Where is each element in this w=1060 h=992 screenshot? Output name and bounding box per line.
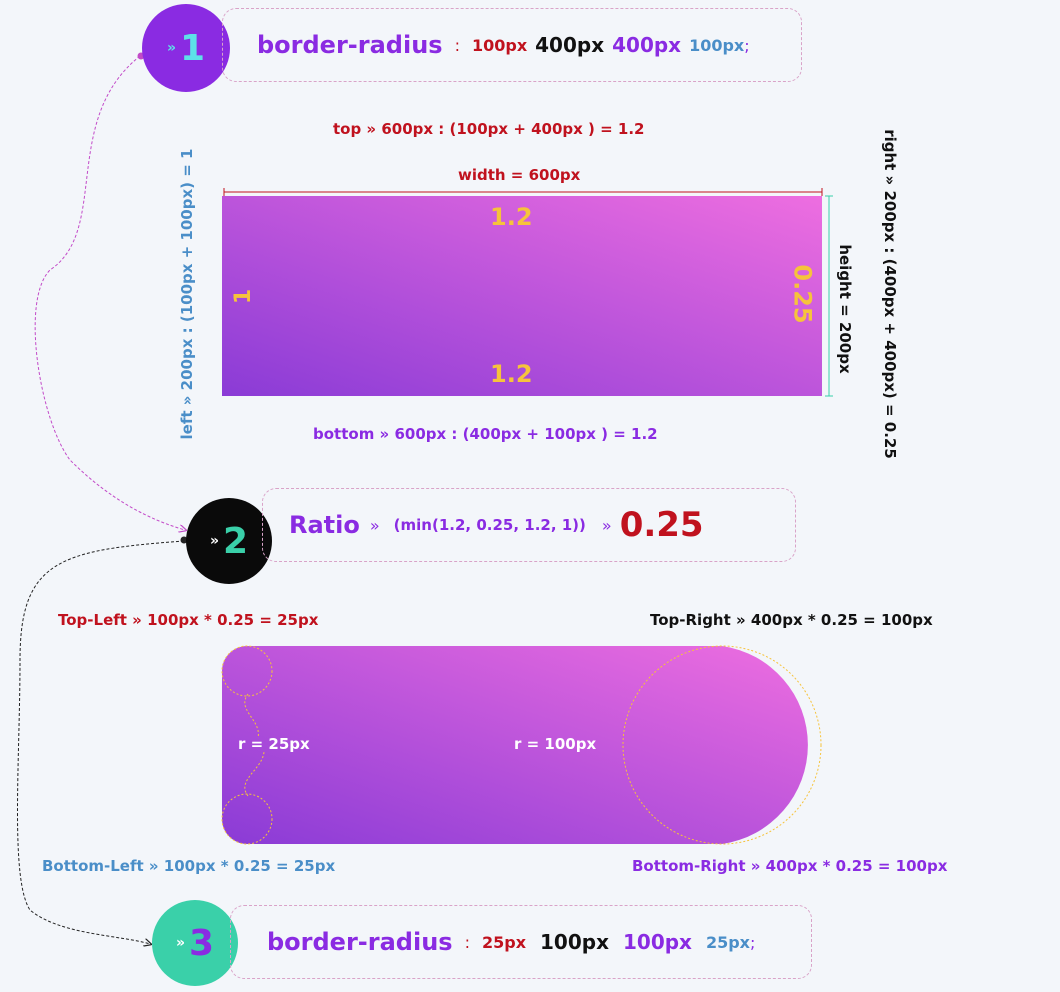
bottom-label: bottom » 600px : (400px + 100px ) = 1.2 [313, 425, 658, 443]
property-name: border-radius [257, 31, 443, 59]
step-2-box: Ratio » (min(1.2, 0.25, 1.2, 1)) » 0.25 [262, 488, 796, 562]
width-label: width = 600px [458, 166, 581, 184]
ratio-word: Ratio [289, 511, 360, 539]
top-label: top » 600px : (100px + 400px ) = 1.2 [333, 120, 645, 138]
height-label: height = 200px [836, 244, 854, 374]
step-1-badge: » 1 [142, 4, 230, 92]
radius-value-3: 100px [622, 930, 692, 954]
radius-value-4: 100px [689, 35, 745, 55]
top-ratio: 1.2 [490, 203, 533, 231]
rounded-shape [222, 646, 808, 844]
chevron-icon: » [175, 935, 185, 951]
bottom-right-label: Bottom-Right » 400px * 0.25 = 100px [632, 857, 948, 875]
step-number: 1 [179, 27, 206, 69]
radius-value-2: 100px [540, 930, 609, 954]
ratio-expression: (min(1.2, 0.25, 1.2, 1)) [393, 516, 586, 534]
top-left-label: Top-Left » 100px * 0.25 = 25px [58, 611, 319, 629]
step-1-box: border-radius : 100px 400px 400px 100px … [222, 8, 802, 82]
property-name: border-radius [267, 928, 453, 956]
radius-value-1: 100px [471, 35, 528, 55]
step-2-badge: » 2 [186, 498, 272, 584]
step-3-box: border-radius : 25px 100px 100px 25px ; [230, 905, 812, 979]
right-label: right » 200px : (400px + 400px) = 0.25 [881, 129, 899, 459]
r-small-label: r = 25px [238, 735, 310, 753]
bottom-ratio: 1.2 [490, 360, 533, 388]
left-label: left » 200px : (100px + 100px) = 1 [178, 148, 196, 440]
radius-value-4: 25px [705, 932, 750, 952]
chevron-icon: » [209, 533, 219, 549]
step-3-badge: » 3 [152, 900, 238, 986]
chevron-icon: » [166, 40, 176, 56]
left-ratio: 1 [231, 288, 257, 305]
radius-value-3: 400px [612, 33, 682, 57]
ratio-rectangle [222, 196, 822, 396]
r-large-label: r = 100px [514, 735, 597, 753]
step-number: 2 [222, 520, 249, 562]
top-right-label: Top-Right » 400px * 0.25 = 100px [650, 611, 933, 629]
right-ratio: 0.25 [788, 264, 817, 324]
bottom-left-label: Bottom-Left » 100px * 0.25 = 25px [42, 857, 336, 875]
ratio-result: 0.25 [619, 505, 704, 545]
radius-value-1: 25px [481, 932, 527, 952]
radius-value-2: 400px [535, 33, 605, 57]
step-number: 3 [188, 922, 215, 964]
